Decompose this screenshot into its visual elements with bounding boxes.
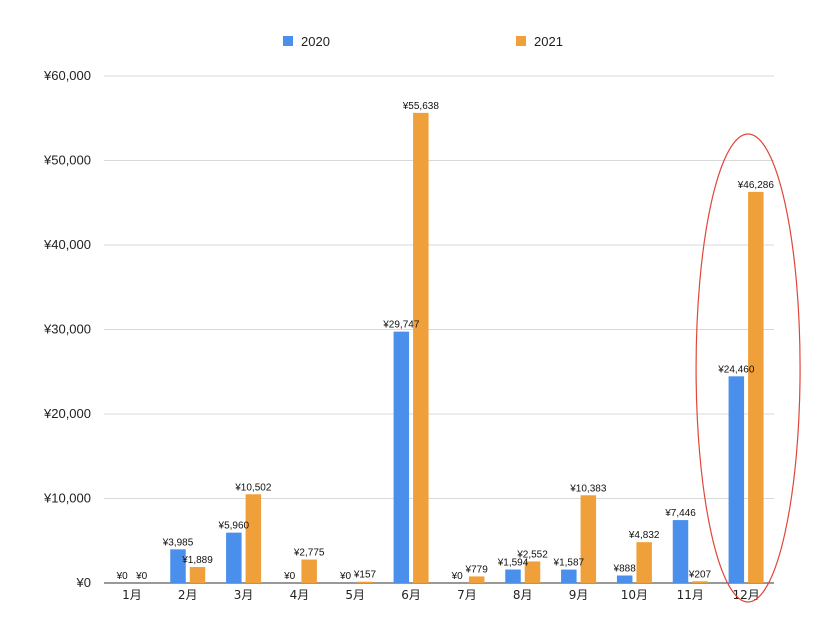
bar-2021-11 xyxy=(692,581,708,583)
data-label-2021-6: ¥55,638 xyxy=(402,101,440,112)
y-tick-label: ¥0 xyxy=(76,575,91,590)
data-label-2021-2: ¥1,889 xyxy=(181,555,213,566)
bar-2021-12 xyxy=(748,191,764,583)
bar-2020-3 xyxy=(226,532,242,583)
x-axis: 1月 2月 3月 4月 5月 6月 7月 8月 9月 10月 11月 12月 xyxy=(122,588,760,602)
highlight-ellipse xyxy=(695,133,801,603)
bar-2021-5 xyxy=(357,581,373,583)
x-tick-label: 2月 xyxy=(178,588,198,602)
bars xyxy=(170,112,764,584)
legend: 2020 2021 xyxy=(283,34,563,49)
bar-2020-12 xyxy=(728,376,745,583)
data-label-2020-12: ¥24,460 xyxy=(717,364,755,375)
x-tick-label: 8月 xyxy=(513,588,533,602)
bar-2021-10 xyxy=(636,542,652,583)
x-tick-label: 10月 xyxy=(621,588,648,602)
data-label-2021-12: ¥46,286 xyxy=(737,180,775,191)
x-tick-label: 6月 xyxy=(401,588,421,602)
y-tick-label: ¥40,000 xyxy=(43,237,91,252)
annotation xyxy=(695,133,801,603)
bar-2020-9 xyxy=(561,569,577,583)
x-tick-label: 3月 xyxy=(234,588,254,602)
bar-2021-8 xyxy=(524,561,541,583)
legend-label-2020: 2020 xyxy=(301,34,330,49)
bar-2020-6 xyxy=(393,331,410,583)
bar-2020-11 xyxy=(672,520,689,583)
data-label-2020-2: ¥3,985 xyxy=(162,537,194,548)
gridlines xyxy=(104,75,774,584)
data-label-2020-10: ¥888 xyxy=(613,563,637,574)
y-tick-label: ¥20,000 xyxy=(43,406,91,421)
bar-2020-8 xyxy=(505,569,521,583)
bar-2021-4 xyxy=(301,559,317,583)
data-label-2020-7: ¥0 xyxy=(451,571,464,582)
bar-2021-7 xyxy=(468,576,485,583)
data-label-2021-3: ¥10,502 xyxy=(234,482,272,493)
data-label-2020-5: ¥0 xyxy=(339,571,352,582)
data-label-2020-4: ¥0 xyxy=(283,571,296,582)
x-tick-label: 5月 xyxy=(345,588,365,602)
data-label-2020-3: ¥5,960 xyxy=(218,521,250,532)
y-tick-label: ¥60,000 xyxy=(43,68,91,83)
data-label-2021-11: ¥207 xyxy=(688,569,712,580)
data-label-2020-11: ¥7,446 xyxy=(664,508,696,519)
x-tick-label: 9月 xyxy=(569,588,589,602)
data-label-2021-4: ¥2,775 xyxy=(293,548,325,559)
x-tick-label: 4月 xyxy=(290,588,310,602)
y-tick-label: ¥50,000 xyxy=(43,153,91,168)
y-axis: ¥0 ¥10,000 ¥20,000 ¥30,000 ¥40,000 ¥50,000 ¥60… xyxy=(43,68,91,590)
legend-swatch-2020 xyxy=(283,36,293,46)
legend-label-2021: 2021 xyxy=(534,34,563,49)
data-label-2021-5: ¥157 xyxy=(353,570,377,581)
bar-2021-9 xyxy=(580,495,597,583)
x-tick-label: 7月 xyxy=(457,588,477,602)
data-label-2020-1: ¥0 xyxy=(116,571,129,582)
y-tick-label: ¥10,000 xyxy=(43,491,91,506)
data-label-2021-7: ¥779 xyxy=(465,564,489,575)
x-tick-label: 11月 xyxy=(677,588,704,602)
bar-2021-2 xyxy=(189,567,206,583)
data-label-2020-9: ¥1,587 xyxy=(553,558,585,569)
bar-2021-6 xyxy=(413,112,429,584)
bar-2021-3 xyxy=(245,494,262,583)
data-label-2021-8: ¥2,552 xyxy=(516,549,548,560)
legend-swatch-2021 xyxy=(516,36,526,46)
bar-2020-2 xyxy=(170,549,186,583)
data-labels: ¥0 ¥0¥3,985¥1,889¥5,960¥10,502¥0¥2,775¥0 ¥… xyxy=(116,101,775,582)
data-label-2021-10: ¥4,832 xyxy=(628,530,660,541)
data-label-2020-6: ¥29,747 xyxy=(382,320,420,331)
x-tick-label: 1月 xyxy=(122,588,142,602)
bar-2020-10 xyxy=(616,575,633,583)
y-tick-label: ¥30,000 xyxy=(43,322,91,337)
data-label-2021-9: ¥10,383 xyxy=(569,483,607,494)
data-label-2020-8: ¥1,594 xyxy=(497,558,529,569)
data-label-2021-1: ¥0 xyxy=(135,571,148,582)
